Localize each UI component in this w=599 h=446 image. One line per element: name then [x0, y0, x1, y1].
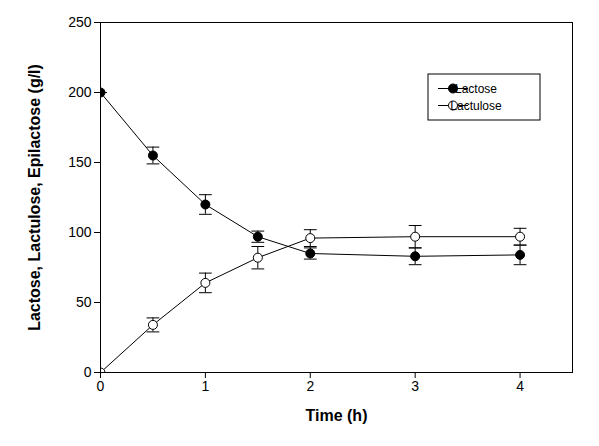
- svg-text:Lactulose: Lactulose: [450, 99, 502, 113]
- svg-text:250: 250: [68, 14, 92, 30]
- svg-text:50: 50: [76, 294, 92, 310]
- svg-text:Time (h): Time (h): [306, 407, 368, 424]
- svg-text:150: 150: [68, 154, 92, 170]
- svg-text:1: 1: [201, 378, 209, 394]
- svg-text:200: 200: [68, 84, 92, 100]
- svg-text:4: 4: [516, 378, 524, 394]
- svg-text:0: 0: [84, 364, 92, 380]
- svg-text:3: 3: [411, 378, 419, 394]
- svg-text:0: 0: [97, 378, 105, 394]
- svg-text:Lactose, Lactulose, Epilactose: Lactose, Lactulose, Epilactose (g/l): [26, 64, 43, 331]
- svg-text:Lactose: Lactose: [455, 82, 497, 96]
- svg-text:2: 2: [306, 378, 314, 394]
- svg-text:100: 100: [68, 224, 92, 240]
